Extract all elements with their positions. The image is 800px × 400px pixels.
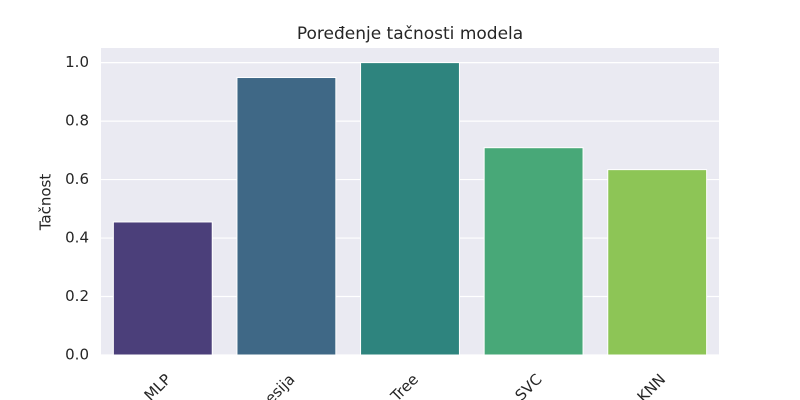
y-tick-label: 0.0 [65, 346, 89, 364]
x-tick-label: KNN [634, 370, 670, 400]
y-tick-label: 0.8 [65, 112, 89, 130]
x-tick-label: esija [261, 370, 298, 400]
bar [483, 147, 584, 356]
bar [607, 169, 708, 356]
bar [112, 221, 213, 356]
y-tick-label: 0.4 [65, 229, 89, 247]
y-tick-label: 1.0 [65, 53, 89, 71]
bar [236, 77, 337, 356]
y-tick-label: 0.2 [65, 287, 89, 305]
y-axis-label: Tačnost [37, 174, 55, 232]
y-tick-label: 0.6 [65, 170, 89, 188]
chart-title: Poređenje tačnosti modela [297, 24, 523, 44]
x-tick-label: MLP [141, 370, 175, 400]
bar [360, 62, 460, 356]
x-tick-label: Tree [386, 370, 422, 400]
x-tick-label: SVC [511, 370, 545, 400]
